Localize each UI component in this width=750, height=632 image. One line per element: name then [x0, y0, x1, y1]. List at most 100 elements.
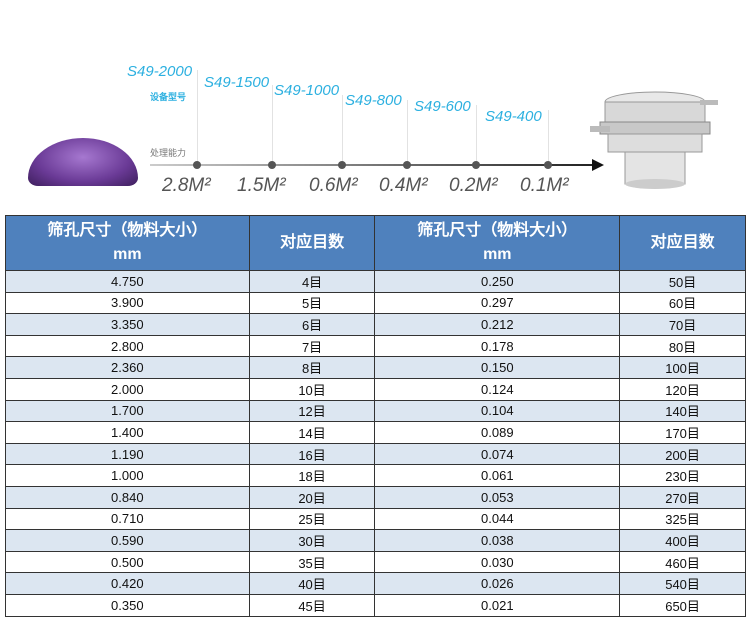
mesh-count-cell: 14目 — [248, 421, 376, 444]
size-mm-cell: 2.800 — [5, 334, 250, 358]
size-mm-cell: 0.297 — [374, 291, 621, 315]
mesh-count-cell: 30目 — [248, 529, 376, 552]
header-mesh: 对应目数 — [248, 215, 376, 271]
size-mm-cell: 0.590 — [5, 529, 250, 552]
size-mm-cell: 0.030 — [374, 550, 621, 574]
size-mm-cell: 1.000 — [5, 464, 250, 487]
product-banner: S49-2000 设备型号 S49-1500 S49-1000 S49-800 … — [0, 0, 750, 205]
size-mm-cell: 0.350 — [5, 593, 250, 617]
capacity-value: 0.4M² — [379, 175, 428, 196]
model-label: S49-400 — [485, 108, 542, 125]
mesh-count-cell: 45目 — [248, 593, 376, 617]
table-row: 0.710 25目 0.044 325目 — [5, 507, 746, 531]
model-label: S49-2000 — [127, 63, 193, 80]
size-mm-cell: 0.420 — [5, 572, 250, 595]
model-label: S49-1500 — [204, 74, 270, 91]
table-row: 0.840 20目 0.053 270目 — [5, 485, 746, 509]
table-row: 3.900 5目 0.297 60目 — [5, 291, 746, 315]
header-mesh: 对应目数 — [619, 215, 746, 271]
table-row: 1.190 16目 0.074 200目 — [5, 442, 746, 466]
mesh-count-cell: 8目 — [248, 356, 376, 379]
size-mm-cell: 3.350 — [5, 313, 250, 336]
size-mm-cell: 0.074 — [374, 442, 621, 466]
mesh-count-cell: 540目 — [619, 572, 746, 595]
mesh-count-cell: 80目 — [619, 334, 746, 358]
size-mm-cell: 1.700 — [5, 399, 250, 423]
table-row: 0.420 40目 0.026 540目 — [5, 572, 746, 595]
size-mm-cell: 0.053 — [374, 485, 621, 509]
mesh-count-cell: 400目 — [619, 529, 746, 552]
mesh-count-cell: 10目 — [248, 377, 376, 401]
capacity-value: 2.8M² — [162, 175, 211, 196]
size-mm-cell: 0.250 — [374, 270, 621, 293]
model-label: S49-1000 — [274, 82, 340, 99]
mesh-count-cell: 100目 — [619, 356, 746, 379]
table-row: 4.750 4目 0.250 50目 — [5, 270, 746, 293]
mesh-count-cell: 230目 — [619, 464, 746, 487]
mesh-count-cell: 5目 — [248, 291, 376, 315]
table-row: 2.000 10目 0.124 120目 — [5, 377, 746, 401]
size-mm-cell: 3.900 — [5, 291, 250, 315]
arrow-icon — [592, 159, 604, 171]
mesh-count-cell: 140目 — [619, 399, 746, 423]
size-mm-cell: 0.061 — [374, 464, 621, 487]
size-mm-cell: 0.840 — [5, 485, 250, 509]
mesh-count-cell: 60目 — [619, 291, 746, 315]
table-row: 1.400 14目 0.089 170目 — [5, 421, 746, 444]
size-mm-cell: 0.021 — [374, 593, 621, 617]
mesh-count-cell: 18目 — [248, 464, 376, 487]
capacity-axis — [150, 164, 595, 166]
size-mm-cell: 2.000 — [5, 377, 250, 401]
mesh-count-cell: 325目 — [619, 507, 746, 531]
size-mm-cell: 0.500 — [5, 550, 250, 574]
capacity-value: 0.6M² — [309, 175, 358, 196]
mesh-count-cell: 35目 — [248, 550, 376, 574]
table-row: 2.360 8目 0.150 100目 — [5, 356, 746, 379]
size-mm-cell: 0.710 — [5, 507, 250, 531]
table-row: 2.800 7目 0.178 80目 — [5, 334, 746, 358]
vibrating-sieve-machine-image — [590, 91, 718, 189]
mesh-count-cell: 25目 — [248, 507, 376, 531]
mesh-count-cell: 20目 — [248, 485, 376, 509]
table-row: 0.350 45目 0.021 650目 — [5, 593, 746, 617]
mesh-count-cell: 70目 — [619, 313, 746, 336]
size-mm-cell: 0.178 — [374, 334, 621, 358]
size-mm-cell: 0.038 — [374, 529, 621, 552]
mesh-count-cell: 50目 — [619, 270, 746, 293]
size-mm-cell: 4.750 — [5, 270, 250, 293]
size-mm-cell: 0.150 — [374, 356, 621, 379]
capacity-value: 0.2M² — [449, 175, 498, 196]
mesh-count-cell: 460目 — [619, 550, 746, 574]
mesh-count-cell: 16目 — [248, 442, 376, 466]
size-mm-cell: 0.104 — [374, 399, 621, 423]
capacity-caption: 处理能力 — [150, 149, 187, 159]
mesh-size-table: 筛孔尺寸（物料大小） mm 对应目数 筛孔尺寸（物料大小） mm 对应目数 4.75… — [5, 215, 746, 617]
mesh-count-cell: 170目 — [619, 421, 746, 444]
table-row: 3.350 6目 0.212 70目 — [5, 313, 746, 336]
size-mm-cell: 0.044 — [374, 507, 621, 531]
mesh-count-cell: 4目 — [248, 270, 376, 293]
mesh-count-cell: 7目 — [248, 334, 376, 358]
mesh-count-cell: 200目 — [619, 442, 746, 466]
size-mm-cell: 0.026 — [374, 572, 621, 595]
mesh-count-cell: 270目 — [619, 485, 746, 509]
model-label: S49-600 — [414, 98, 471, 115]
capacity-value: 0.1M² — [520, 175, 569, 196]
model-caption: 设备型号 — [150, 93, 187, 103]
table-row: 1.000 18目 0.061 230目 — [5, 464, 746, 487]
capacity-value: 1.5M² — [237, 175, 286, 196]
table-row: 1.700 12目 0.104 140目 — [5, 399, 746, 423]
mesh-count-cell: 40目 — [248, 572, 376, 595]
mesh-count-cell: 6目 — [248, 313, 376, 336]
size-mm-cell: 0.212 — [374, 313, 621, 336]
size-mm-cell: 2.360 — [5, 356, 250, 379]
table-row: 0.590 30目 0.038 400目 — [5, 529, 746, 552]
size-mm-cell: 1.400 — [5, 421, 250, 444]
mesh-count-cell: 12目 — [248, 399, 376, 423]
size-mm-cell: 0.124 — [374, 377, 621, 401]
material-pile-image — [28, 138, 138, 186]
header-size: 筛孔尺寸（物料大小） mm — [374, 215, 621, 271]
table-row: 0.500 35目 0.030 460目 — [5, 550, 746, 574]
model-label: S49-800 — [345, 92, 402, 109]
mesh-count-cell: 120目 — [619, 377, 746, 401]
